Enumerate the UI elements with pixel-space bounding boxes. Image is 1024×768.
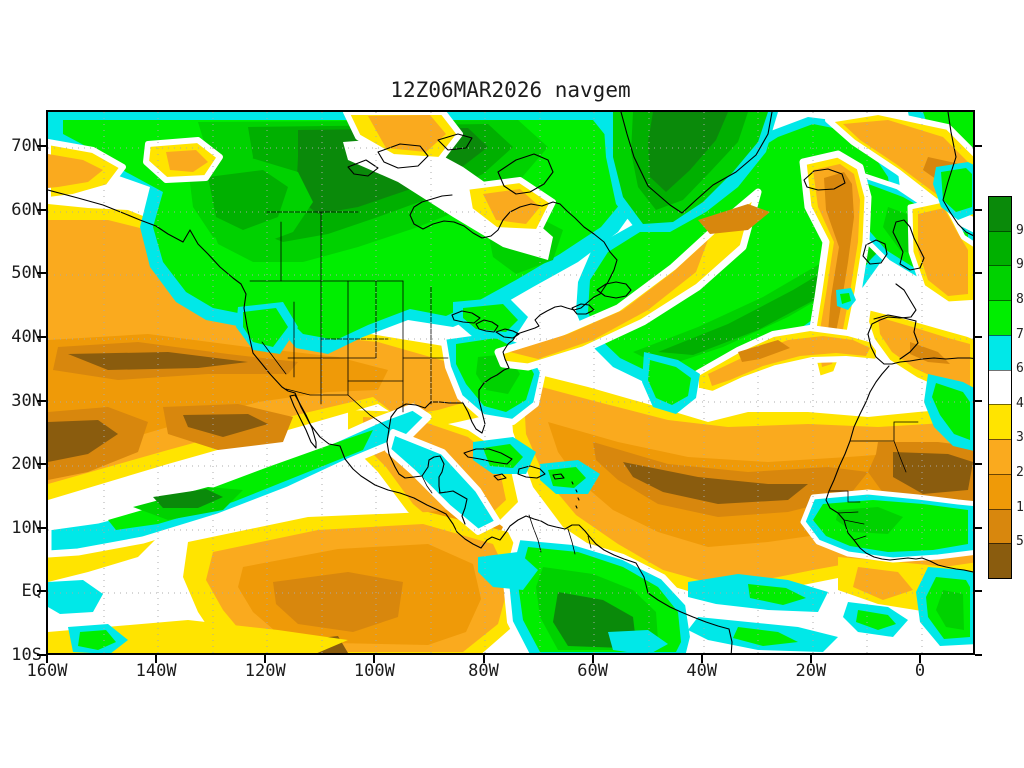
lat-tick-label: 30N xyxy=(11,390,42,411)
lat-tick-label: 70N xyxy=(11,136,42,156)
lat-tick-mark-right xyxy=(975,335,982,338)
coastlines xyxy=(48,112,973,653)
lat-tick-mark-right xyxy=(975,526,982,529)
lat-tick-mark xyxy=(37,526,46,529)
colorbar-segment-white xyxy=(989,369,1011,405)
title-run-model: 12Z06MAR2026 navgem xyxy=(390,78,631,102)
lat-tick-mark-right xyxy=(975,399,982,402)
field-moist-greenland xyxy=(603,112,778,232)
lon-tick-label: 120W xyxy=(244,661,286,681)
colorbar-segment-brown2 xyxy=(989,543,1011,579)
colorbar-level-label: 70 xyxy=(1016,326,1024,342)
colorbar-level-label: 60 xyxy=(1016,361,1024,377)
lat-tick-mark-right xyxy=(975,272,982,275)
colorbar-legend xyxy=(988,196,1012,579)
lat-tick-mark xyxy=(37,463,46,466)
colorbar-segment-cyan xyxy=(989,334,1011,370)
lon-tick-mark xyxy=(591,655,594,663)
colorbar-segment-orange2 xyxy=(989,473,1011,509)
colorbar-level-label: 10 xyxy=(1016,499,1024,515)
lat-tick-mark-right xyxy=(975,208,982,211)
lon-tick-mark xyxy=(46,655,48,663)
colorbar-level-label: 20 xyxy=(1016,465,1024,481)
lat-tick-label: 10S xyxy=(11,645,42,665)
lat-tick-label: EQ xyxy=(21,581,42,602)
colorbar-level-label: 90 xyxy=(1016,257,1024,273)
lon-tick-mark xyxy=(919,655,921,663)
lat-tick-mark xyxy=(37,590,46,593)
colorbar-segment-g70 xyxy=(989,300,1011,335)
lat-tick-mark xyxy=(37,399,46,402)
lat-tick-mark-right xyxy=(975,463,982,466)
lon-tick-mark xyxy=(155,655,158,663)
graticule-gridlines xyxy=(48,112,973,653)
lon-tick-mark xyxy=(482,655,485,663)
lat-tick-mark-right xyxy=(975,145,982,147)
lon-tick-label: 20W xyxy=(795,661,827,681)
lat-tick-mark xyxy=(37,335,46,338)
lat-tick-label: 20N xyxy=(11,454,42,475)
colorbar-level-label: 5 xyxy=(1016,534,1024,550)
lon-tick-mark xyxy=(809,655,812,663)
lon-tick-mark xyxy=(700,655,703,663)
colorbar-segment-g90 xyxy=(989,230,1011,266)
colorbar-segment-yellow xyxy=(989,404,1011,440)
colorbar-segment-brown xyxy=(989,508,1011,544)
map-plot-area xyxy=(46,110,975,655)
lat-tick-mark xyxy=(37,272,46,275)
lon-tick-label: 100W xyxy=(353,661,395,681)
lat-tick-label: 50N xyxy=(11,263,42,284)
lat-tick-mark xyxy=(37,145,46,147)
lon-tick-mark xyxy=(373,655,376,663)
colorbar-level-label: 80 xyxy=(1016,291,1024,307)
lon-tick-label: 60W xyxy=(577,661,608,681)
colorbar-level-label: 30 xyxy=(1016,430,1024,446)
colorbar-segment-g80 xyxy=(989,265,1011,301)
colorbar-segment-g95 xyxy=(989,197,1011,231)
colorbar-segment-orange xyxy=(989,439,1011,474)
lon-tick-label: 140W xyxy=(135,661,177,681)
lon-tick-label: 80W xyxy=(468,661,499,681)
lon-tick-label: 40W xyxy=(686,661,718,681)
colorbar-level-label: 40 xyxy=(1016,395,1024,411)
lat-tick-mark xyxy=(37,654,46,656)
field-moist-pacific-plume xyxy=(48,403,501,558)
lon-tick-label: 160W xyxy=(26,661,68,681)
lon-tick-mark xyxy=(264,655,267,663)
lat-tick-label: 40N xyxy=(11,326,42,347)
field-moist-tropics xyxy=(48,437,908,653)
lat-tick-label: 10N xyxy=(11,517,42,538)
field-moist-africa xyxy=(800,489,973,563)
lon-tick-label: 0 xyxy=(914,661,926,681)
lat-tick-mark-right xyxy=(975,654,982,656)
colorbar-level-label: 95 xyxy=(1016,222,1024,238)
lat-tick-label: 60N xyxy=(11,199,42,220)
field-moist-final-overlays xyxy=(916,374,973,646)
lat-tick-mark xyxy=(37,208,46,211)
lat-tick-mark-right xyxy=(975,590,982,593)
humidity-contour-map xyxy=(48,112,973,653)
